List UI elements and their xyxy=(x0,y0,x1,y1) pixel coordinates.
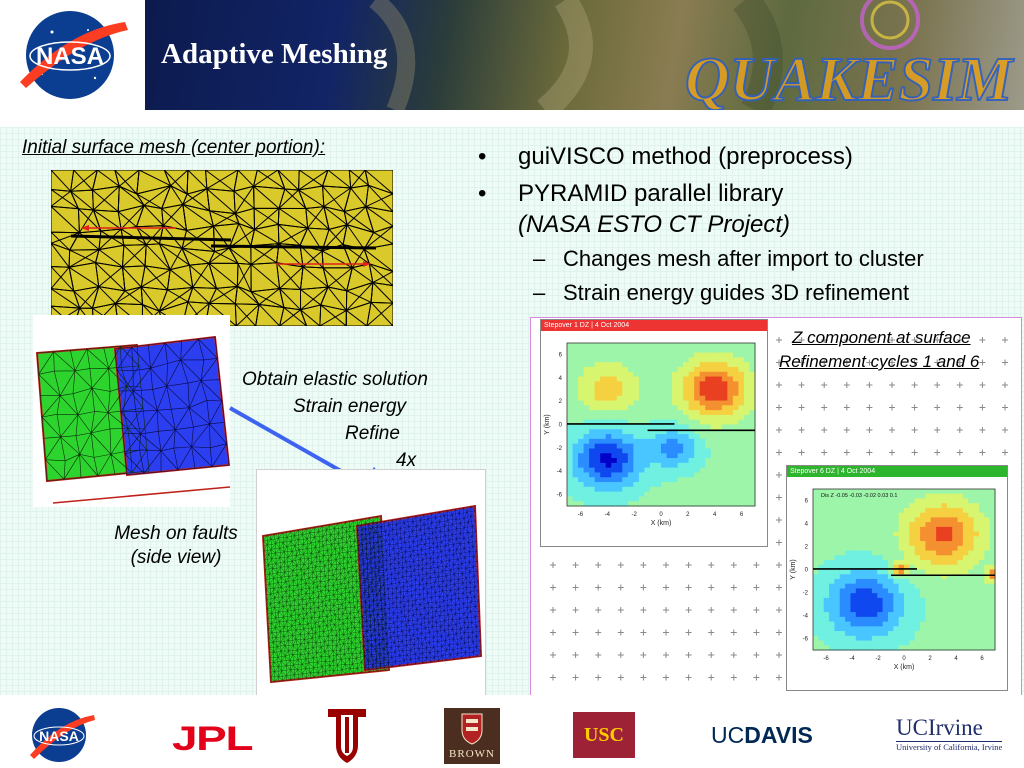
x-tick-label: -2 xyxy=(875,656,881,662)
x-tick-label: 6 xyxy=(740,512,744,518)
cycle1-contour-plot: Stepover 1 DZ | 4 Oct 2004 -6 -4 -2 0 2 4 6 6 4 2… xyxy=(540,319,768,547)
uci-logo-name: UCIrvine xyxy=(896,715,983,740)
brown-logo: BROWN xyxy=(444,708,500,764)
step-strain-energy: Strain energy xyxy=(293,396,407,417)
refinement-cycles-label: Refinement cycles 1 and 6 xyxy=(779,352,980,371)
x-axis-label: X (km) xyxy=(894,664,915,671)
bullet-list: • guiVISCO method (preprocess) • PYRAMID… xyxy=(478,141,924,310)
bullet-mark: • xyxy=(478,143,487,170)
x-tick-label: 2 xyxy=(686,512,690,518)
x-tick-label: 4 xyxy=(713,512,717,518)
bullet-mark: • xyxy=(478,180,487,207)
step-4x: 4x xyxy=(396,450,417,471)
y-tick-label: -6 xyxy=(557,492,563,498)
step-obtain-solution: Obtain elastic solution xyxy=(242,369,428,390)
nasa-footer-logo-text: NASA xyxy=(39,728,79,744)
footer-logo-bar xyxy=(0,695,1024,768)
dash-mark: – xyxy=(533,246,546,271)
x-tick-label: 0 xyxy=(659,512,663,518)
header-divider xyxy=(0,110,1024,127)
refined-fault-mesh-image xyxy=(256,469,486,699)
x-tick-label: -6 xyxy=(578,512,584,518)
sub-bullet-text: Strain energy guides 3D refinement xyxy=(563,280,910,305)
y-tick-label: 6 xyxy=(805,499,809,505)
x-tick-label: -6 xyxy=(823,656,829,662)
x-tick-label: -2 xyxy=(631,512,637,518)
x-tick-label: 4 xyxy=(954,656,958,662)
nasa-header-logo-text: NASA xyxy=(36,43,104,70)
coarse-fault-mesh-image xyxy=(33,315,230,507)
y-tick-label: 0 xyxy=(805,568,809,574)
brown-logo-text: BROWN xyxy=(449,748,495,760)
y-tick-label: -4 xyxy=(803,614,809,620)
bullet-guivisco: • guiVISCO method (preprocess) xyxy=(478,141,924,172)
y-tick-label: 2 xyxy=(559,399,563,405)
nasa-header-logo: NASA xyxy=(0,0,145,110)
legend-text: Dis Z -0.05 -0.03 -0.02 0.03 0.1 xyxy=(821,493,897,499)
cycle6-plot-header: Stepover 6 DZ | 4 Oct 2004 xyxy=(787,466,1007,477)
y-tick-label: 4 xyxy=(805,522,809,528)
uci-logo-subtitle: University of California, Irvine xyxy=(896,742,1003,752)
x-axis-label: X (km) xyxy=(651,520,672,527)
y-tick-label: -2 xyxy=(557,446,563,452)
initial-surface-mesh-image xyxy=(51,170,393,326)
usc-logo: USC xyxy=(573,712,635,758)
header-banner: QUAKESIM Adaptive Meshing xyxy=(145,0,1024,110)
y-axis-label: Y (km) xyxy=(790,559,797,579)
step-refine: Refine xyxy=(345,423,400,444)
y-tick-label: -4 xyxy=(557,469,563,475)
x-tick-label: 6 xyxy=(980,656,984,662)
y-axis-label: Y (km) xyxy=(544,414,551,434)
bullet-subtext: (NASA ESTO CT Project) xyxy=(518,211,791,238)
sub-bullet-strain-energy: – Strain energy guides 3D refinement xyxy=(478,276,924,310)
slide-title: Adaptive Meshing xyxy=(161,38,388,70)
bullet-text: guiVISCO method (preprocess) xyxy=(518,143,853,170)
jpl-logo: JPL xyxy=(172,720,253,758)
y-tick-label: 6 xyxy=(559,353,563,359)
mesh-on-faults-line1: Mesh on faults xyxy=(114,523,238,544)
y-tick-label: 2 xyxy=(805,545,809,551)
x-tick-label: 2 xyxy=(928,656,932,662)
ucdavis-logo-davis: DAVIS xyxy=(744,722,813,748)
bullet-text: PYRAMID parallel library xyxy=(518,180,784,207)
y-tick-label: 4 xyxy=(559,376,563,382)
cycle1-plot-header: Stepover 1 DZ | 4 Oct 2004 xyxy=(541,320,767,331)
x-tick-label: 0 xyxy=(902,656,906,662)
nasa-footer-logo: NASA xyxy=(30,708,95,762)
mesh-on-faults-label: Mesh on faults (side view) xyxy=(96,522,256,570)
y-tick-label: -2 xyxy=(803,591,809,597)
y-tick-label: 0 xyxy=(559,423,563,429)
quakesim-banner-logo: QUAKESIM xyxy=(685,46,1014,110)
x-tick-label: -4 xyxy=(605,512,611,518)
uci-logo: UCIrvine University of California, Irvin… xyxy=(896,715,1003,752)
initial-mesh-label: Initial surface mesh (center portion): xyxy=(22,137,326,158)
ucdavis-logo-uc: UC xyxy=(711,722,745,748)
sub-bullet-changes-mesh: – Changes mesh after import to cluster xyxy=(478,242,924,276)
cycle6-contour-plot: Stepover 6 DZ | 4 Oct 2004 -6 -4 -2 0 2 4 6 6 4 2… xyxy=(786,465,1008,691)
y-tick-label: -6 xyxy=(803,637,809,643)
z-component-label: Z component at surface xyxy=(792,328,971,347)
mesh-on-faults-line2: (side view) xyxy=(130,547,222,568)
iu-logo: IU xyxy=(328,709,366,763)
x-tick-label: -4 xyxy=(849,656,855,662)
slide-header: NASA QUAKESIM Adaptive Meshing xyxy=(0,0,1024,127)
sub-bullet-text: Changes mesh after import to cluster xyxy=(563,246,924,271)
bullet-pyramid: • PYRAMID parallel library (NASA ESTO CT… xyxy=(478,178,924,240)
ucdavis-logo: UCDAVIS xyxy=(711,722,813,749)
dash-mark: – xyxy=(533,280,546,305)
